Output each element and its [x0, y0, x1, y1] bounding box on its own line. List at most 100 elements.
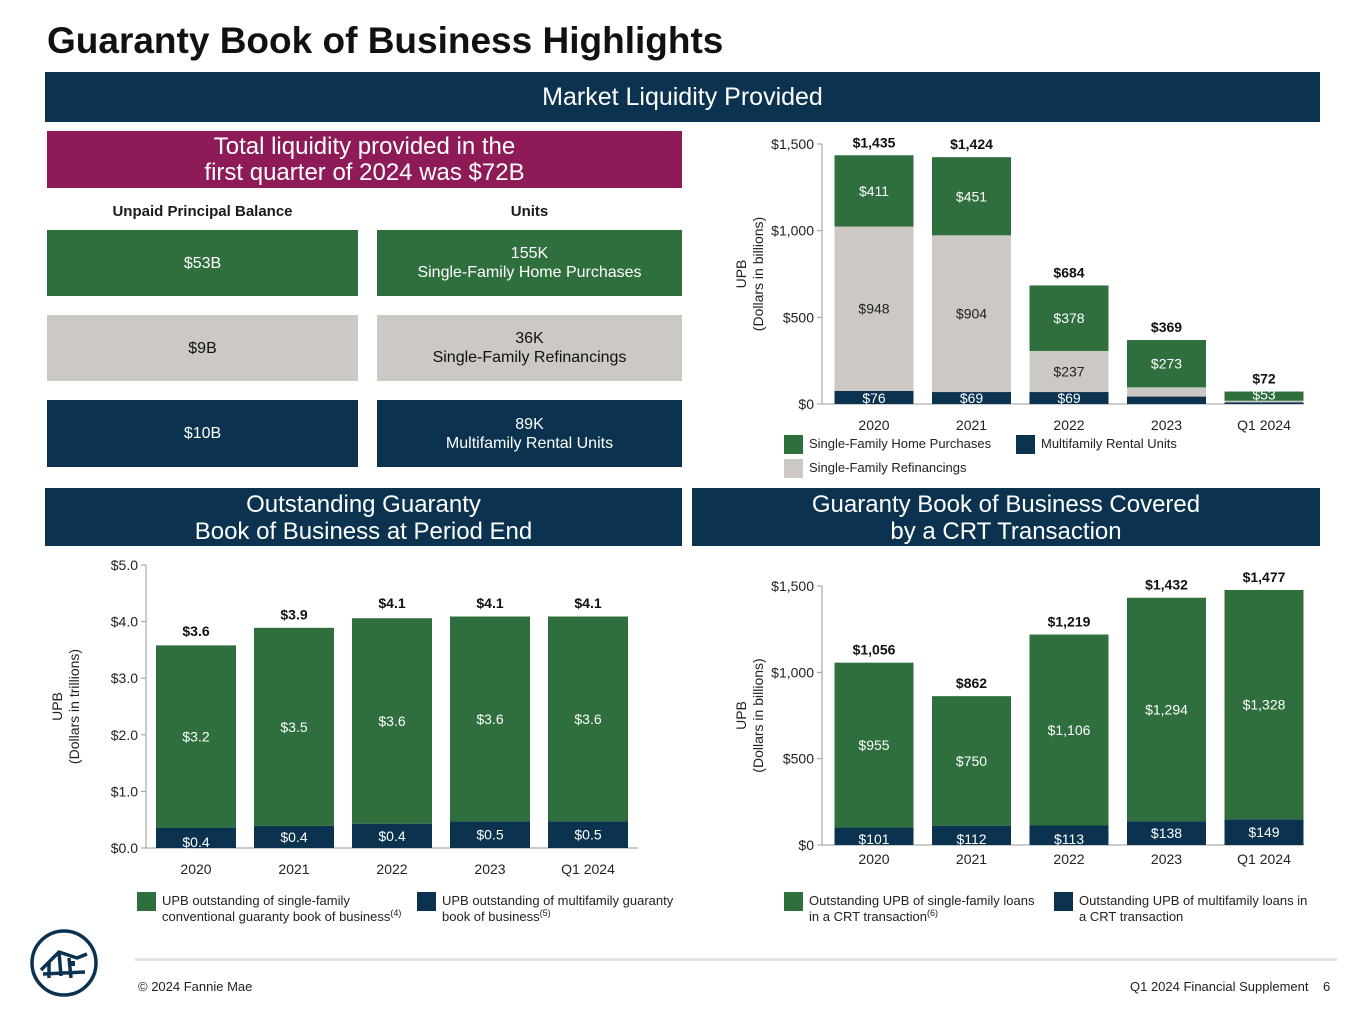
total-label: $4.1 — [476, 595, 503, 611]
total-label: $4.1 — [574, 595, 601, 611]
y-tick-label: $1,000 — [771, 664, 814, 680]
bar-segment — [156, 645, 236, 828]
bar-segment — [156, 827, 236, 848]
y-tick-label: $1.0 — [111, 783, 138, 799]
liquidity-bar-chart: $0 $500 $1,000 $1,500 UPB (Dollars in billion… — [733, 134, 1304, 478]
y-tick-label: $4.0 — [111, 614, 138, 630]
data-label: $53 — [1252, 387, 1276, 403]
bar-segment — [932, 696, 1011, 826]
bar-segment — [450, 616, 530, 822]
data-label: $3.6 — [574, 711, 601, 727]
data-label: $0.5 — [574, 827, 601, 843]
legend-swatch — [1054, 892, 1073, 911]
data-label: $101 — [858, 831, 889, 847]
data-label: $3.6 — [378, 713, 405, 729]
bar-segment — [352, 823, 432, 848]
market-liquidity-banner: Market Liquidity Provided — [45, 72, 1320, 122]
data-label: $750 — [956, 753, 987, 769]
data-label: $3.5 — [280, 719, 307, 735]
bar-segment — [1224, 589, 1304, 820]
data-label: $411 — [859, 183, 889, 199]
x-tick-label: 2023 — [1151, 851, 1182, 867]
total-label: $1,424 — [950, 136, 993, 152]
x-tick-label: 2020 — [858, 417, 889, 433]
data-label: $138 — [1151, 825, 1182, 841]
x-tick-label: Q1 2024 — [561, 861, 615, 877]
bar-segment — [834, 662, 914, 828]
total-label: $684 — [1053, 264, 1084, 280]
y-tick-label: $1,000 — [771, 223, 814, 239]
y-axis-label: UPB — [733, 260, 749, 289]
units-multifamily-box: 89K Multifamily Rental Units — [377, 400, 682, 467]
legend-label: Outstanding UPB of multifamily loans in — [1079, 893, 1307, 908]
total-label: $1,435 — [853, 134, 896, 150]
outstanding-guaranty-banner: Outstanding Guaranty Book of Business at… — [45, 488, 682, 546]
x-tick-label: 2023 — [474, 861, 505, 877]
data-label: $69 — [1057, 390, 1081, 406]
bar-segment — [548, 616, 628, 822]
y-tick-label: $500 — [783, 751, 814, 767]
y-tick-label: $0.0 — [111, 840, 138, 856]
bar-segment — [932, 157, 1011, 236]
y-axis-label: UPB — [49, 692, 65, 721]
total-label: $1,056 — [853, 642, 896, 658]
page-number: 6 — [1323, 979, 1331, 994]
x-tick-label: 2023 — [1151, 417, 1182, 433]
y-tick-label: $2.0 — [111, 727, 138, 743]
bar-segment — [352, 618, 432, 824]
legend-swatch — [784, 892, 803, 911]
outstanding-guaranty-bar-chart: $0.0 $1.0 $2.0 $3.0 $4.0 $5.0 UPB (Dollars in t… — [49, 557, 674, 924]
y-tick-label: $500 — [783, 309, 814, 325]
legend-swatch — [137, 892, 156, 911]
x-tick-label: 2021 — [956, 851, 987, 867]
bar-segment — [932, 825, 1011, 845]
bar-segment — [834, 155, 914, 227]
data-label: $237 — [1053, 364, 1084, 380]
data-label: $0.4 — [280, 829, 307, 845]
footer-divider — [135, 958, 1337, 961]
legend-label: Multifamily Rental Units — [1041, 436, 1177, 451]
units-refinancings-box: 36K Single-Family Refinancings — [377, 315, 682, 381]
fannie-mae-house-logo-icon — [30, 929, 98, 997]
bar-segment — [1224, 391, 1304, 401]
x-tick-label: 2021 — [956, 417, 987, 433]
bar-segment — [1127, 340, 1206, 388]
total-label: $3.9 — [280, 606, 307, 622]
y-axis-label: (Dollars in billions) — [750, 217, 766, 331]
data-label: $149 — [1248, 824, 1279, 840]
total-label: $72 — [1252, 371, 1276, 387]
legend-label: Single-Family Home Purchases — [809, 436, 992, 451]
legend-footnote: (4) — [390, 908, 401, 918]
legend-label: Outstanding UPB of single-family loans — [809, 893, 1035, 908]
bar-segment — [450, 821, 530, 848]
x-tick-label: Q1 2024 — [1237, 851, 1291, 867]
x-tick-label: 2021 — [278, 861, 309, 877]
y-tick-label: $5.0 — [111, 557, 138, 573]
legend-footnote: (5) — [540, 908, 551, 918]
bar-segment — [548, 821, 628, 848]
total-label: $862 — [956, 675, 987, 691]
data-label: $0.4 — [182, 834, 209, 850]
upb-home-purchases-box: $53B — [47, 230, 358, 296]
legend-swatch — [784, 435, 803, 454]
x-tick-label: 2020 — [180, 861, 211, 877]
data-label: $955 — [858, 737, 889, 753]
legend-label: conventional guaranty book of business(4… — [162, 908, 401, 924]
crt-banner: Guaranty Book of Business Covered by a C… — [692, 488, 1320, 546]
legend-label: book of business(5) — [442, 908, 551, 924]
data-label: $904 — [956, 306, 987, 322]
legend-swatch — [1016, 435, 1035, 454]
data-label: $948 — [858, 301, 889, 317]
units-home-purchases-box: 155K Single-Family Home Purchases — [377, 230, 682, 296]
bar-segment — [1127, 597, 1206, 822]
copyright: © 2024 Fannie Mae — [138, 979, 253, 994]
y-tick-label: $3.0 — [111, 670, 138, 686]
y-axis-label: (Dollars in trillions) — [66, 649, 82, 764]
data-label: $0.4 — [378, 828, 405, 844]
bar-segment — [1224, 402, 1304, 404]
y-tick-label: $0 — [798, 837, 814, 853]
bar-segment — [1029, 285, 1109, 351]
total-label: $1,432 — [1145, 577, 1188, 593]
liquidity-headline: Total liquidity provided in the first qu… — [47, 131, 682, 188]
bar-segment — [254, 825, 334, 848]
